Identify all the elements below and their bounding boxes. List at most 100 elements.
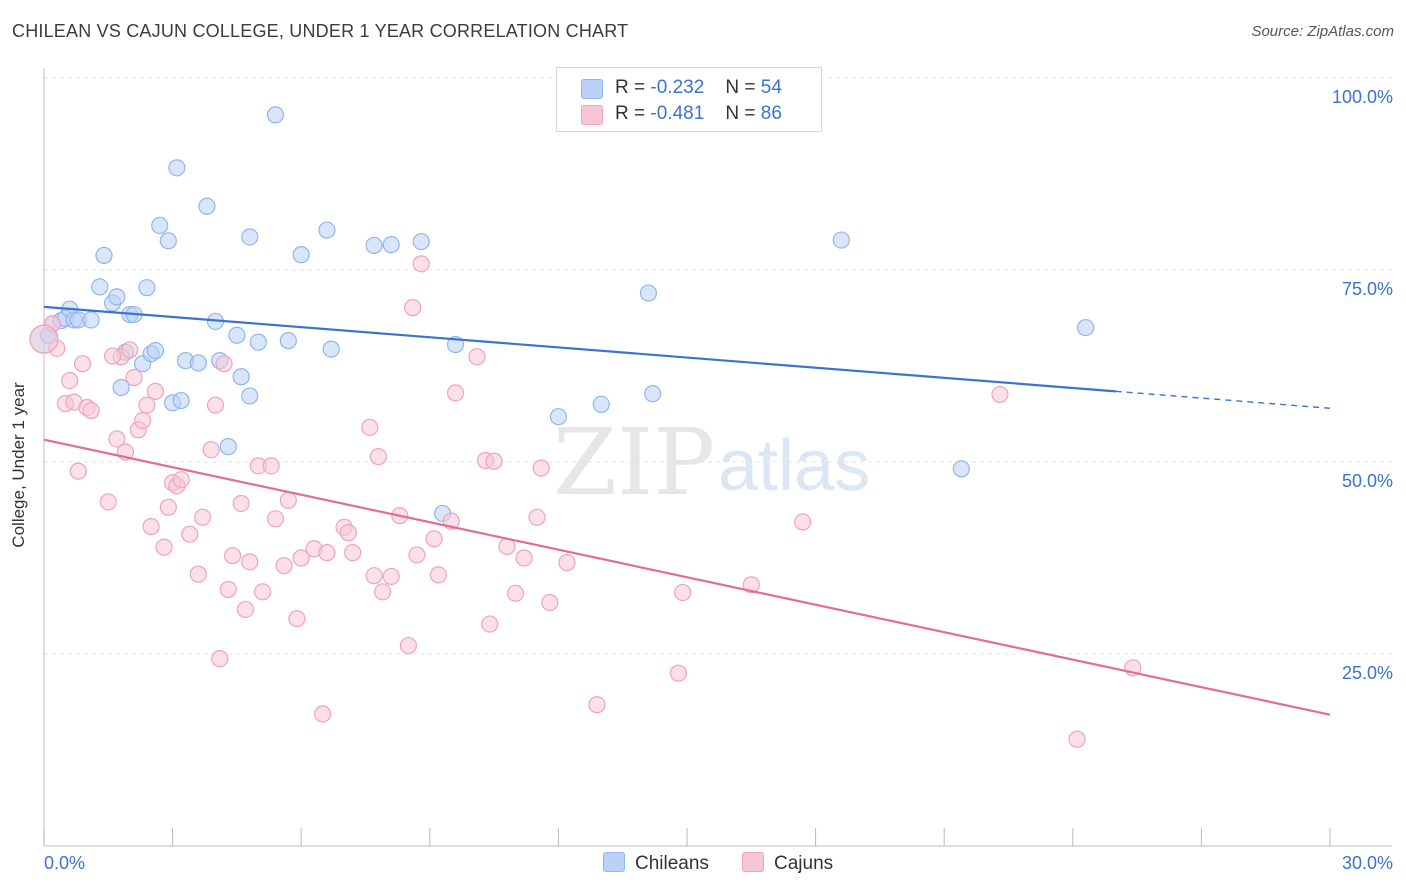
trend-line-extension-chileans	[1115, 390, 1331, 409]
data-point-cajuns	[232, 494, 250, 513]
data-point-chileans	[228, 326, 246, 344]
data-point-cajuns	[991, 385, 1009, 404]
data-point-cajuns	[108, 430, 126, 448]
data-point-cajuns	[412, 255, 430, 273]
data-point-cajuns	[138, 396, 156, 414]
data-point-cajuns	[69, 462, 87, 480]
data-point-cajuns	[446, 384, 465, 402]
data-point-cajuns	[558, 554, 576, 572]
data-point-cajuns	[279, 491, 297, 509]
data-point-cajuns	[794, 513, 812, 531]
x-tick-label: 0.0%	[44, 853, 85, 873]
data-point-cajuns	[425, 530, 443, 548]
data-point-cajuns	[146, 382, 165, 400]
data-point-chileans	[952, 460, 970, 478]
data-point-chileans	[549, 408, 568, 426]
data-point-cajuns	[172, 471, 190, 489]
data-point-cajuns	[275, 557, 293, 575]
bottom-legend-swatch-cajuns	[742, 852, 764, 872]
data-point-chileans	[592, 395, 610, 413]
data-point-chileans	[639, 284, 658, 302]
data-point-cajuns	[159, 498, 177, 516]
data-point-chileans	[292, 246, 310, 264]
data-point-chileans	[198, 197, 216, 215]
data-point-cajuns	[369, 448, 387, 466]
data-point-cajuns	[588, 696, 606, 714]
source-credit: Source: ZipAtlas.com	[1251, 23, 1394, 40]
data-point-chileans	[249, 333, 267, 351]
axes	[43, 68, 1392, 847]
data-point-chileans	[219, 438, 237, 456]
legend-r-label: R =	[615, 77, 646, 98]
x-tick-label: 30.0%	[1342, 853, 1393, 873]
data-point-chileans	[159, 232, 177, 250]
legend-r-value-chileans: -0.232	[650, 77, 705, 98]
data-point-chileans	[412, 232, 430, 251]
data-point-chileans	[138, 279, 156, 297]
chart-title: CHILEAN VS CAJUN COLLEGE, UNDER 1 YEAR C…	[12, 21, 629, 41]
data-point-cajuns	[99, 493, 117, 511]
data-point-cajuns	[506, 584, 525, 602]
data-point-cajuns	[404, 299, 422, 317]
data-point-cajuns	[189, 565, 207, 583]
data-point-cajuns	[219, 580, 237, 599]
legend-n-label: N =	[725, 103, 756, 124]
data-point-cajuns	[399, 636, 417, 655]
data-point-cajuns	[82, 401, 100, 420]
data-point-chileans	[232, 368, 250, 386]
data-point-chileans	[91, 278, 109, 296]
data-point-cajuns	[344, 544, 362, 562]
data-point-cajuns	[288, 610, 306, 628]
data-point-cajuns	[202, 441, 220, 459]
data-point-cajuns	[155, 538, 173, 556]
data-point-chileans	[322, 340, 340, 358]
legend-n-label: N =	[725, 77, 756, 98]
data-point-cajuns	[339, 524, 357, 542]
data-point-cajuns	[121, 341, 139, 359]
legend-n-value-chileans: 54	[760, 77, 782, 98]
data-point-chileans	[365, 236, 383, 255]
data-point-cajuns	[292, 549, 310, 567]
data-point-cajuns	[408, 546, 426, 564]
data-point-cajuns	[73, 355, 92, 373]
data-point-chileans	[146, 342, 165, 360]
data-point-cajuns	[262, 457, 280, 475]
data-point-cajuns	[485, 452, 503, 470]
series-cajuns	[29, 255, 1142, 748]
y-axis-label: College, Under 1 year	[9, 382, 28, 548]
watermark-zip: ZIP	[553, 409, 715, 516]
data-point-cajuns	[142, 517, 160, 536]
data-point-cajuns	[532, 459, 550, 477]
data-point-chileans	[279, 332, 297, 350]
data-point-cajuns	[674, 583, 692, 602]
data-point-chileans	[112, 378, 130, 397]
data-point-chileans	[832, 231, 850, 249]
y-tick-label: 50.0%	[1342, 471, 1393, 491]
data-point-cajuns	[365, 567, 383, 585]
data-point-cajuns	[515, 549, 533, 567]
data-point-cajuns	[103, 347, 122, 365]
data-point-cajuns	[241, 553, 259, 571]
data-point-cajuns	[125, 368, 143, 387]
watermark-atlas: atlas	[718, 426, 870, 506]
data-point-cajuns	[318, 544, 336, 562]
data-point-cajuns	[481, 615, 499, 633]
data-point-cajuns	[29, 324, 59, 354]
watermark: ZIP atlas	[553, 409, 870, 516]
trend-lines	[43, 305, 1331, 716]
legend-swatch-cajuns	[581, 105, 603, 125]
data-point-cajuns	[194, 508, 212, 526]
bottom-legend-label-cajuns: Cajuns	[774, 853, 834, 874]
data-point-cajuns	[382, 567, 400, 586]
data-point-chileans	[241, 228, 259, 246]
data-point-chileans	[266, 106, 285, 124]
bottom-legend-swatch-chileans	[603, 852, 625, 872]
legend-r-label: R =	[615, 103, 646, 124]
data-point-cajuns	[211, 650, 229, 668]
data-point-cajuns	[1068, 730, 1086, 748]
data-point-cajuns	[742, 576, 760, 594]
data-point-cajuns	[224, 547, 242, 565]
data-point-cajuns	[133, 411, 152, 430]
data-point-chileans	[189, 354, 207, 372]
